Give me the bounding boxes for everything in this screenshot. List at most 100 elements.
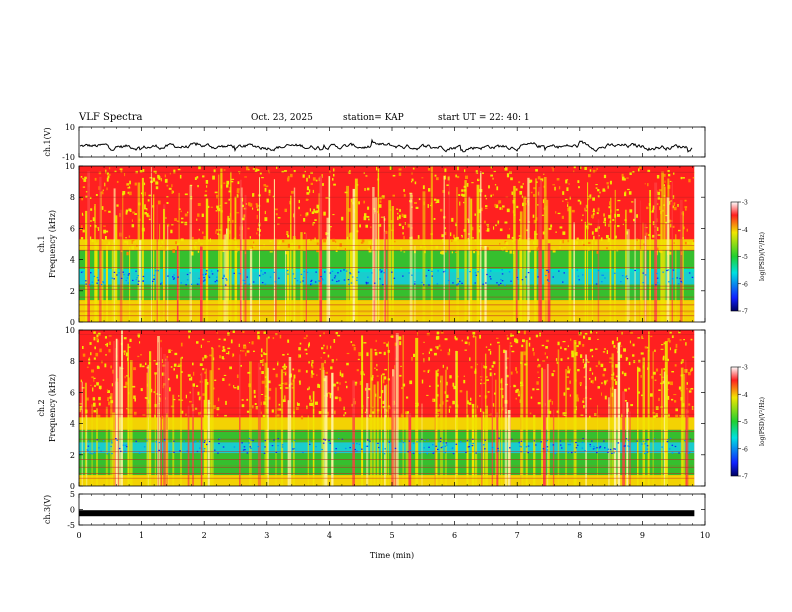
ch2-spectrogram-speckle xyxy=(603,348,606,350)
ch1-spectrogram-fleck xyxy=(558,270,560,272)
ch2-spectrogram-speckle xyxy=(223,374,227,376)
ch2-spectrogram-speckle xyxy=(436,346,439,350)
ch2-spectrogram-fleck xyxy=(143,446,146,448)
ch1-spectrogram-speckle xyxy=(178,208,181,210)
ch2-spectrogram-fleck xyxy=(609,448,612,451)
ch2-spectrogram-fleck xyxy=(309,443,311,445)
ch1-spectrogram-speckle xyxy=(197,213,200,217)
ch2-spectrogram-streak xyxy=(91,404,93,486)
ch2-spectrogram-speckle xyxy=(564,348,567,351)
ch1-spectrogram-speckle xyxy=(341,216,344,221)
ch2-spectrogram-speckle xyxy=(678,331,681,334)
ch2-spectrogram-streak xyxy=(160,347,162,486)
ch1-spectrogram-speckle xyxy=(551,167,553,169)
ch1-spectrogram-fleck xyxy=(208,276,211,278)
ch1-spectrogram-speckle xyxy=(125,211,128,215)
ch1-spectrogram-streak xyxy=(649,190,651,322)
ch1-spectrogram-speckle xyxy=(254,170,256,172)
ch1-spectrogram-speckle xyxy=(548,227,552,230)
ch1-spectrogram-streak xyxy=(654,182,658,322)
ch1-spectrogram-fleck xyxy=(258,274,261,276)
ch1-spectrogram-speckle xyxy=(557,212,561,215)
ch2-spectrogram-speckle xyxy=(602,373,605,377)
ch1-spectrogram-speckle xyxy=(101,239,103,242)
ch2-spectrogram-fleck xyxy=(466,440,469,442)
ch1-spectrogram-speckle xyxy=(422,185,425,190)
ch2-spectrogram-fleck xyxy=(356,443,358,445)
ch1-spectrogram-speckle xyxy=(537,176,541,180)
ch2-spectrogram-speckle xyxy=(473,334,475,338)
ch2-spectrogram-fleck xyxy=(467,446,470,448)
ch2-spectrogram-speckle xyxy=(549,399,552,403)
ch2-spectrogram-fleck xyxy=(203,441,206,443)
ch1-spectrogram-speckle xyxy=(435,201,437,204)
ch2-spectrogram-fleck xyxy=(273,439,275,441)
ch2-spectrogram-speckle xyxy=(582,344,585,347)
ch1-spectrogram-streak xyxy=(292,236,296,322)
ch2-spectrogram-speckle xyxy=(532,347,534,352)
ch1-spectrogram-speckle xyxy=(293,170,296,173)
ch1-spectrogram-speckle xyxy=(161,240,165,244)
ch2-spectrogram-speckle xyxy=(132,385,136,388)
ch1-spectrogram-fleck xyxy=(210,270,213,272)
ch2-spectrogram-fleck xyxy=(249,446,251,448)
ch2-spectrogram-fleck xyxy=(440,447,443,449)
ch1-spectrogram-speckle xyxy=(173,169,176,174)
ch2-spectrogram-speckle xyxy=(626,357,629,360)
ch1-spectrogram-speckle xyxy=(593,212,595,216)
ch2-spectrogram-fleck xyxy=(542,448,545,450)
ch1-spectrogram-speckle xyxy=(475,170,478,174)
ch1-spectrogram-speckle xyxy=(656,203,659,205)
ch1-spectrogram-speckle xyxy=(568,183,570,185)
ch2-spectrogram-speckle xyxy=(187,374,191,377)
ch1-spectrogram-speckle xyxy=(664,221,668,224)
ch2-spectrogram-speckle xyxy=(366,352,369,357)
ch1-spectrogram-speckle xyxy=(285,251,288,255)
ch2-spectrogram-streak xyxy=(192,387,194,486)
ch1-spectrogram-band-6 xyxy=(79,312,695,322)
ch1-spectrogram-speckle xyxy=(128,191,132,196)
ch2-spectrogram-speckle xyxy=(260,411,262,415)
ch1-spectrogram-fleck xyxy=(475,274,478,276)
ch2-spectrogram-fleck xyxy=(535,444,537,446)
ch2-spectrogram-speckle xyxy=(496,337,499,339)
ch1-spectrogram-speckle xyxy=(108,211,111,213)
ch1-spectrogram-speckle xyxy=(100,191,104,194)
ch1-spectrogram-fleck xyxy=(329,272,332,274)
ch2-spectrogram-speckle xyxy=(140,388,143,392)
ch1-spectrogram-fleck xyxy=(340,270,342,272)
ch1-spectrogram-speckle xyxy=(656,175,660,179)
ch1-spectrogram-speckle xyxy=(308,239,310,243)
ch2-spectrogram-speckle xyxy=(659,373,661,376)
ch1-spectrogram-speckle xyxy=(306,192,310,195)
ch2-spectrogram-speckle xyxy=(227,332,230,336)
ch1-spectrogram-fleck xyxy=(116,274,118,276)
ch2-spectrogram-streak xyxy=(115,338,118,486)
ch1-spectrogram-speckle xyxy=(673,202,676,204)
ch1-spectrogram-speckle xyxy=(492,193,494,196)
ch2-spectrogram-speckle xyxy=(279,408,282,411)
ch2-colorbar-tick-label: -4 xyxy=(742,392,748,399)
ch1-spectrogram-fleck xyxy=(516,276,519,279)
ch2-spectrogram-speckle xyxy=(146,366,149,369)
ch2-spectrogram-speckle xyxy=(489,351,492,355)
ch1-spectrogram-speckle xyxy=(677,204,679,207)
ch1-spectrogram-speckle xyxy=(196,176,199,179)
ch1-spectrogram-speckle xyxy=(588,174,591,178)
ch2-spectrogram-fleck xyxy=(100,450,102,452)
ch2-spectrogram-speckle xyxy=(546,356,548,359)
ch1-spectrogram-streak xyxy=(480,171,482,322)
ch1-spectrogram-speckle xyxy=(608,206,611,209)
ch2-spectrogram-speckle xyxy=(246,398,249,401)
ch2-spectrogram-speckle xyxy=(582,358,585,363)
ch2-spectrogram-speckle xyxy=(376,363,378,367)
ch1-spectrogram-speckle xyxy=(566,187,569,191)
ch2-spectrogram-speckle xyxy=(295,406,299,410)
ch2-spectrogram-speckle xyxy=(228,351,230,355)
ch1-spectrogram-speckle xyxy=(131,240,135,242)
ch2-spectrogram-speckle xyxy=(307,388,309,391)
ch2-spectrogram-speckle xyxy=(93,378,95,382)
ch2-spectrogram-speckle xyxy=(125,352,129,357)
ch2-spectrogram-streak xyxy=(585,354,587,486)
